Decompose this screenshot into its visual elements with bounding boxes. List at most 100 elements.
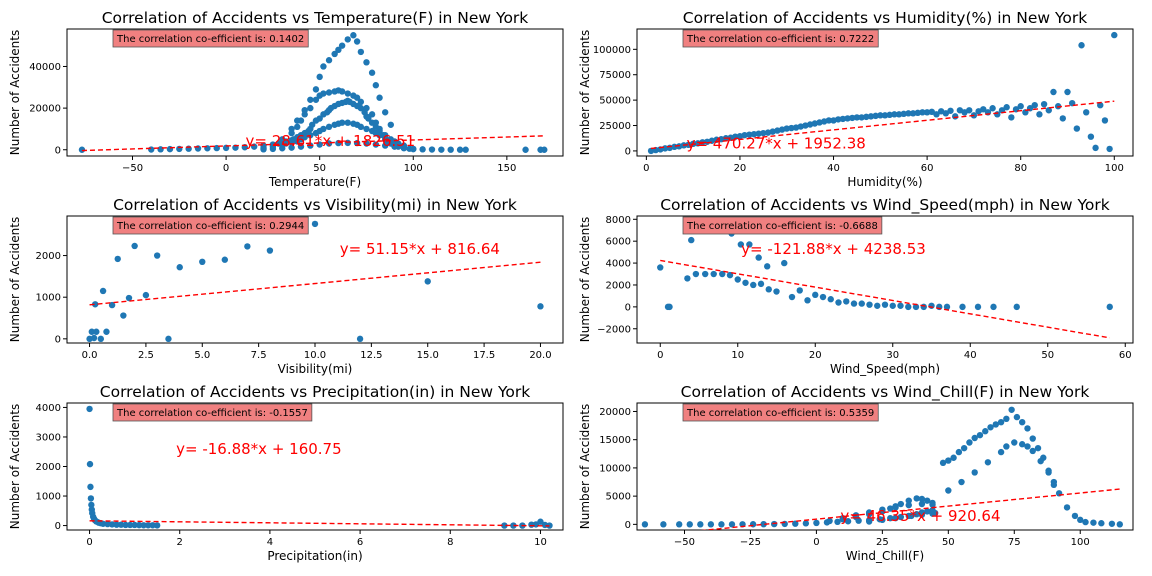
chart-1-point (335, 139, 342, 147)
chart-4-point (990, 303, 997, 311)
chart-4-point (737, 241, 745, 248)
chart-1-point (288, 144, 295, 151)
chart-2-point (835, 116, 842, 123)
chart-1-point (462, 146, 469, 153)
chart-6-point (958, 478, 965, 486)
chart-2-point (788, 124, 795, 132)
chart-3-point (88, 328, 96, 335)
chart-3-point (90, 334, 98, 342)
chart-5-point (86, 460, 94, 468)
chart-4-point (897, 302, 904, 309)
chart-2-point (863, 113, 870, 121)
chart-1: Correlation of Accidents vs Temperature(… (8, 9, 564, 189)
chart-3-data-area (86, 219, 544, 343)
chart-4-point (688, 236, 695, 244)
chart-4-point (781, 259, 788, 267)
chart-1-point (325, 140, 333, 147)
chart-2-correlation-text: The correlation co-efficient is: 0.7222 (686, 34, 874, 45)
chart-6-point (1003, 443, 1010, 450)
chart-6-xtick-label: 50 (942, 537, 955, 548)
chart-3-point (120, 312, 127, 319)
chart-5-ytick-label: 2000 (36, 462, 61, 473)
chart-4-point (755, 254, 762, 261)
chart-3-xtick-label: 7.5 (251, 350, 267, 361)
chart-5-point (126, 521, 134, 529)
chart-4-point (719, 270, 726, 278)
chart-1-point (294, 123, 301, 131)
chart-2-point (1017, 103, 1024, 110)
chart-6-xlabel: Wind_Chill(F) (846, 549, 924, 563)
chart-1-point (456, 146, 464, 153)
chart-2-point (839, 115, 847, 123)
chart-5-xtick-label: 6 (357, 537, 363, 548)
chart-6-point (760, 520, 767, 528)
chart-3-ytick-label: 1000 (36, 293, 61, 304)
chart-6-point (879, 516, 886, 524)
chart-2-ytick-label: 100000 (593, 45, 631, 56)
chart-5-xtick-label: 2 (177, 537, 183, 548)
chart-1-point (363, 59, 370, 66)
chart-6-xtick-label: 0 (813, 537, 819, 548)
chart-2-point (732, 133, 739, 140)
chart-2-point (825, 117, 833, 124)
chart-4-ytick-label: −2000 (597, 324, 631, 335)
chart-6-point (966, 439, 973, 446)
chart-4-point (702, 270, 709, 278)
chart-2-point (1083, 109, 1090, 116)
chart-2-point (853, 114, 861, 121)
chart-4-point (750, 281, 757, 289)
chart-1-point (410, 145, 417, 153)
chart-5-point (501, 522, 508, 529)
chart-1-xtick-label: 50 (313, 163, 326, 174)
chart-4-xtick-label: 50 (1041, 350, 1054, 361)
chart-4-point (1013, 303, 1020, 311)
chart-3-xtick-label: 17.5 (473, 350, 495, 361)
chart-4-point (757, 280, 765, 288)
chart-4-point (726, 271, 734, 279)
chart-1-point (338, 119, 346, 126)
chart-4-point (850, 300, 858, 307)
chart-4-title: Correlation of Accidents vs Wind_Speed(m… (660, 196, 1110, 215)
chart-6-point (1037, 457, 1044, 465)
chart-4-point (1106, 303, 1113, 311)
chart-4-point (928, 302, 935, 309)
chart-4-point (710, 270, 717, 278)
chart-4-xtick-label: 60 (1119, 350, 1132, 361)
chart-1-point (325, 57, 333, 64)
chart-6-point (826, 517, 833, 525)
chart-4: Correlation of Accidents vs Wind_Speed(m… (578, 196, 1134, 376)
chart-6-point (897, 500, 905, 508)
chart-1-equation: y= 28.61*x + 1826.51 (246, 132, 416, 150)
chart-5-point (149, 522, 156, 529)
chart-1-point (363, 125, 370, 133)
chart-5-xlabel: Precipitation(in) (267, 549, 362, 563)
chart-4-xtick-label: 40 (964, 350, 977, 361)
chart-1-point (372, 119, 380, 126)
chart-6-ytick-label: 10000 (599, 463, 631, 474)
chart-1-xlabel: Temperature(F) (268, 175, 361, 189)
chart-6-point (641, 521, 649, 528)
chart-1-point (335, 46, 342, 54)
chart-1-point (381, 142, 389, 149)
chart-6-point (918, 509, 926, 516)
chart-1-xtick-label: 100 (404, 163, 423, 174)
chart-6-point (1018, 441, 1026, 448)
chart-3-point (356, 335, 364, 343)
chart-1-point (338, 42, 346, 49)
chart-1-point (344, 36, 351, 43)
chart-6-point (997, 448, 1005, 456)
chart-4-point (959, 303, 966, 311)
chart-6-point (1063, 504, 1071, 511)
chart-6-data-area (641, 406, 1124, 530)
chart-6-point (879, 506, 886, 513)
chart-4-point (889, 302, 896, 309)
chart-2-xtick-label: 0 (643, 163, 649, 174)
chart-1-point (372, 82, 380, 89)
chart-2-point (933, 111, 940, 118)
chart-4-point (773, 288, 780, 295)
chart-6-point (1003, 415, 1010, 423)
chart-2-point (895, 111, 903, 118)
chart-2-point (905, 110, 912, 117)
chart-4-equation: y= -121.88*x + 4238.53 (741, 240, 926, 258)
